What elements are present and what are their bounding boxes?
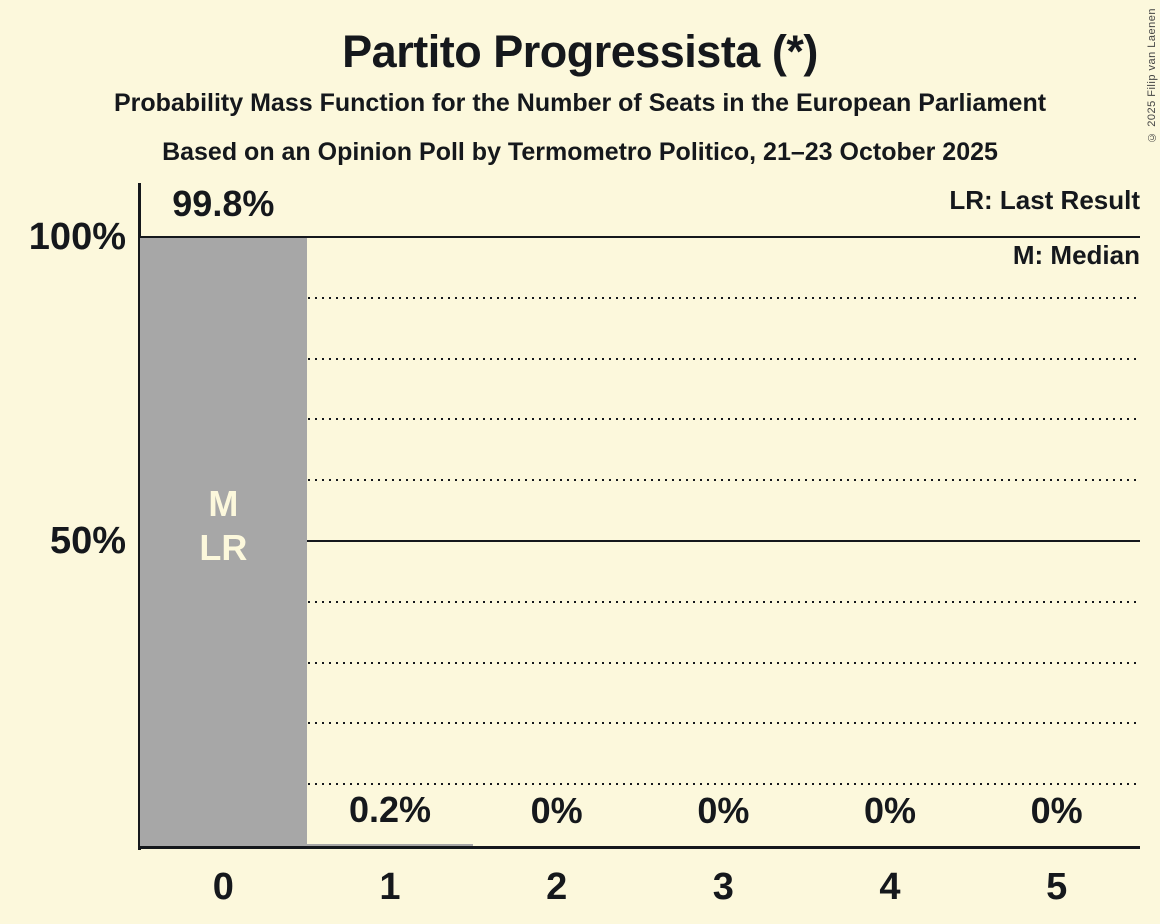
x-axis-line	[140, 846, 1140, 849]
bar-value-label: 0%	[863, 790, 916, 831]
y-axis-line	[138, 183, 141, 850]
bar	[140, 238, 307, 846]
chart-source-subtitle: Based on an Opinion Poll by Termometro P…	[162, 138, 998, 166]
y-axis-tick-label: 50%	[49, 520, 126, 562]
y-axis-tick-label: 100%	[28, 216, 126, 258]
median-last-result-marker: M LR	[140, 482, 307, 570]
chart-title: Partito Progressista (*)	[342, 26, 818, 77]
legend-median: M: Median	[1012, 240, 1140, 270]
gridline-dotted	[140, 479, 1140, 482]
x-axis-tick-label: 2	[546, 866, 568, 908]
gridline-dotted	[140, 661, 1140, 664]
marker-line: LR	[199, 527, 248, 569]
gridline-dotted	[140, 296, 1140, 299]
x-axis-tick-label: 5	[1046, 866, 1068, 908]
chart-subtitle: Probability Mass Function for the Number…	[113, 89, 1047, 117]
bar-value-label: 0%	[1030, 790, 1083, 831]
x-axis-tick-label: 0	[212, 866, 234, 908]
gridline-dotted	[140, 722, 1140, 725]
bar-value-label: 0%	[697, 790, 750, 831]
gridline-dotted	[140, 600, 1140, 603]
gridline-solid	[140, 540, 1140, 542]
gridline-dotted	[140, 783, 1140, 786]
bar-value-label: 99.8%	[172, 183, 275, 225]
x-axis-tick-label: 4	[879, 866, 901, 908]
bar-value-label: 0.2%	[348, 788, 432, 830]
x-axis-tick-label: 1	[379, 866, 401, 908]
bar-value-label: 0%	[530, 790, 583, 831]
marker-line: M	[208, 483, 239, 525]
gridline-solid	[140, 236, 1140, 238]
copyright-notice: © 2025 Filip van Laenen	[1146, 8, 1158, 143]
bar	[306, 843, 474, 846]
gridline-dotted	[140, 418, 1140, 421]
gridline-dotted	[140, 357, 1140, 360]
x-axis-tick-label: 3	[712, 866, 734, 908]
legend-last-result: LR: Last Result	[949, 185, 1140, 215]
